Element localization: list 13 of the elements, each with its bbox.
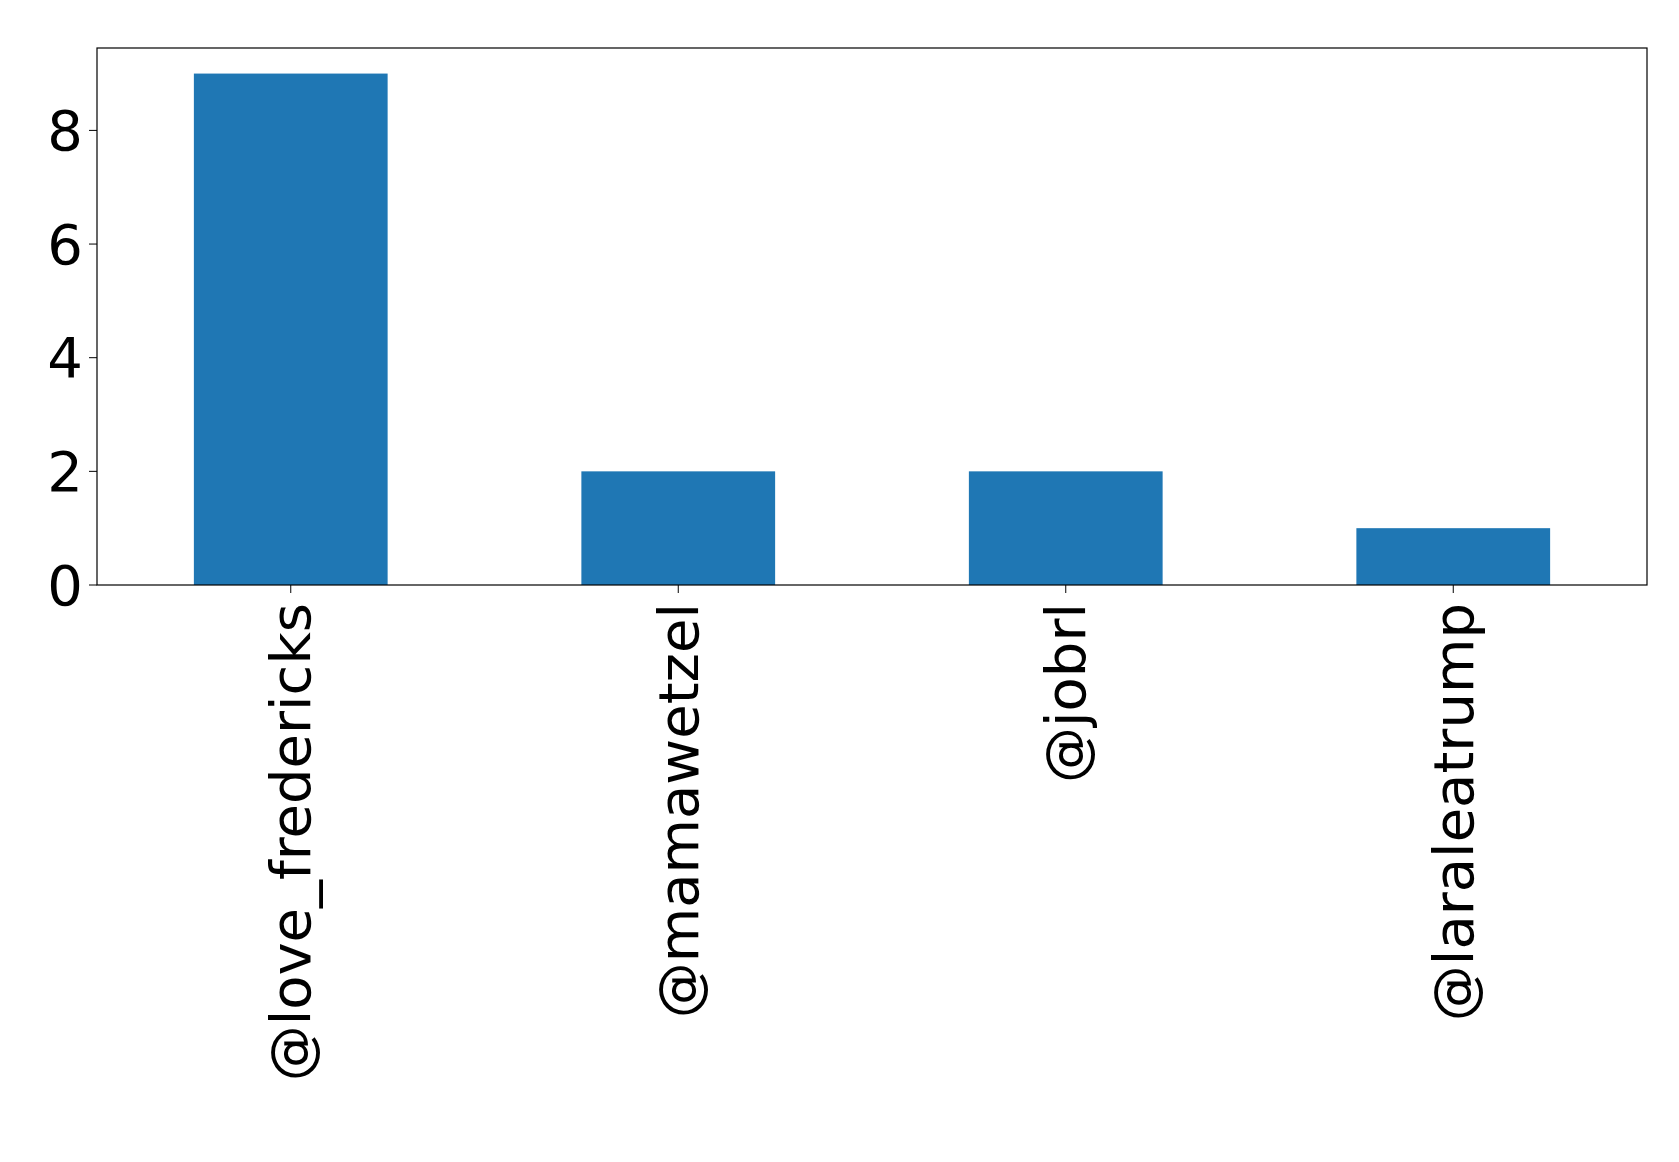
y-tick-label: 0: [47, 552, 83, 618]
y-tick-label: 6: [47, 211, 83, 277]
x-tick-label: @mamawetzel: [645, 603, 711, 1019]
x-tick-label: @love_fredericks: [258, 603, 324, 1082]
y-tick-label: 8: [47, 98, 83, 163]
y-tick-label: 2: [47, 438, 83, 504]
y-tick-label: 4: [47, 325, 83, 391]
bar: [581, 471, 776, 585]
bar: [193, 73, 388, 585]
x-tick-label: @jobrl: [1033, 603, 1099, 783]
bar: [968, 471, 1163, 585]
bar: [1356, 528, 1551, 585]
x-tick-label: @laraleatrump: [1420, 603, 1486, 1022]
